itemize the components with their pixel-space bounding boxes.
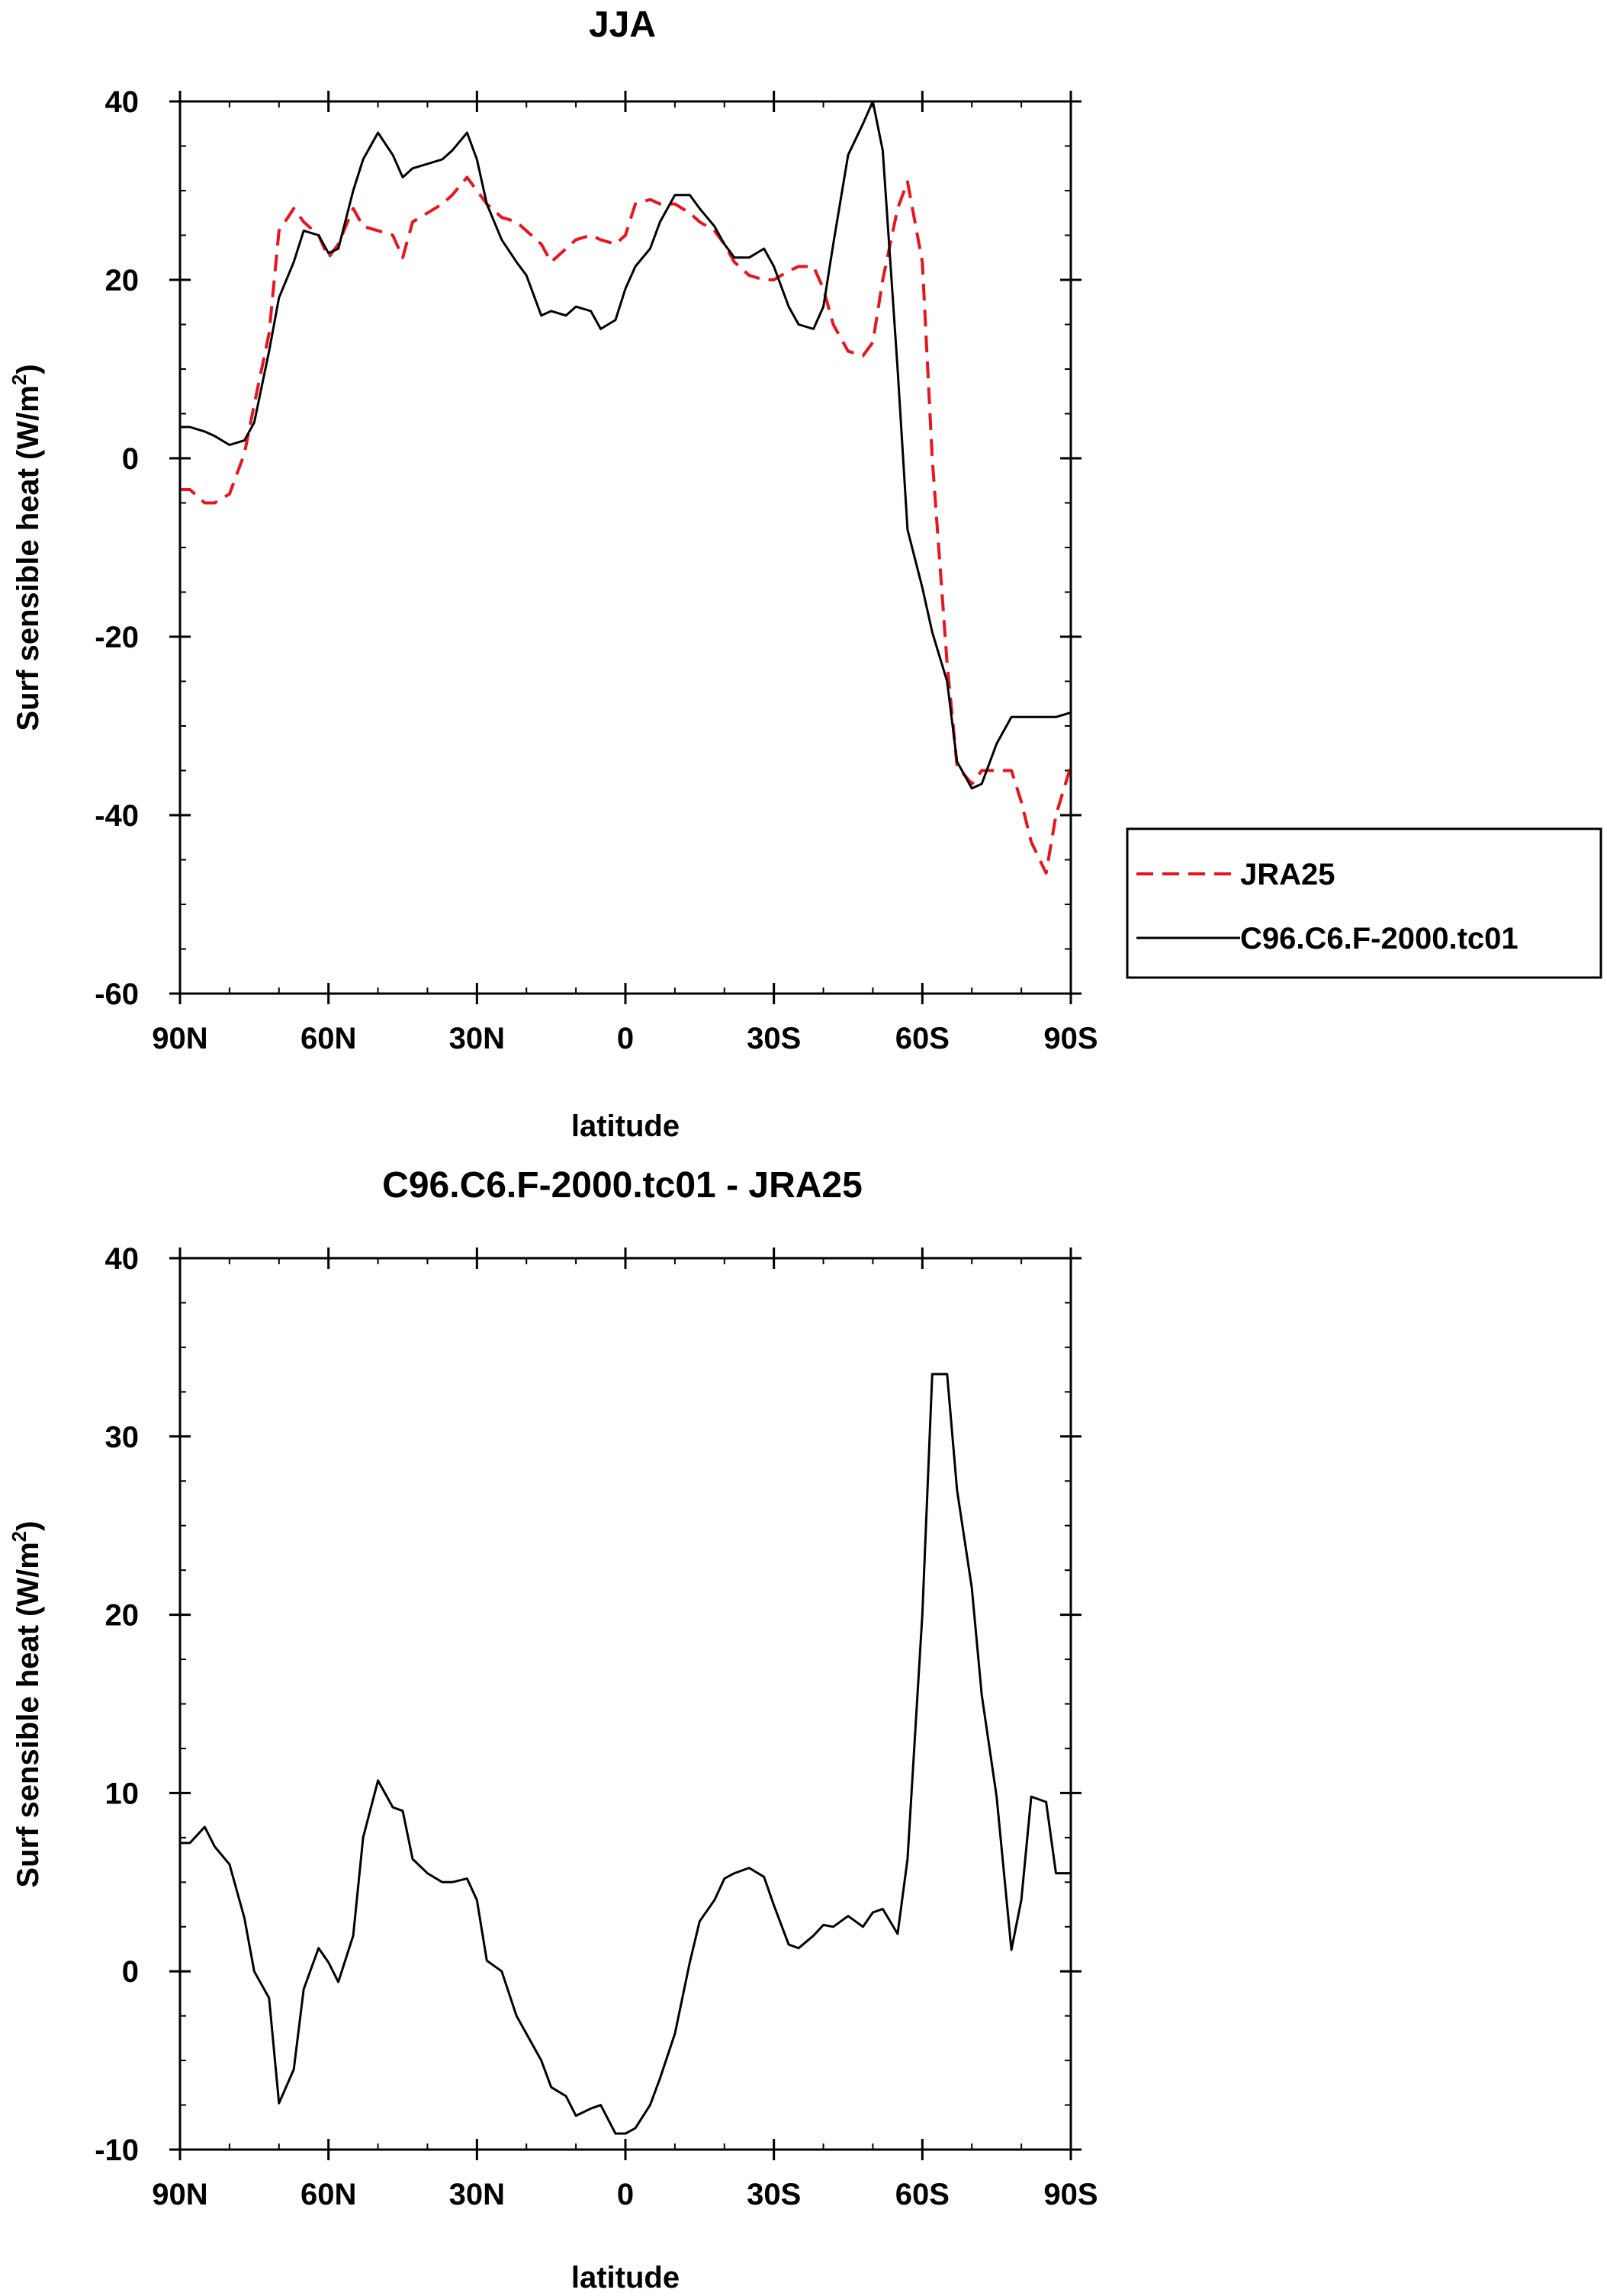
bottom-chart-y-axis-label: Surf sensible heat (W/m2): [8, 1520, 45, 1887]
bottom-y-tick-label: -10: [95, 2134, 139, 2167]
top-y-tick-label: -40: [95, 799, 139, 833]
bottom-x-tick-label: 0: [617, 2178, 634, 2211]
bottom-y-tick-label: 30: [105, 1421, 140, 1454]
legend-label-jra25: JRA25: [1240, 858, 1335, 891]
bottom-chart-frame: [178, 1257, 1072, 2151]
top-y-tick-label: 20: [105, 264, 140, 297]
top-chart-title: JJA: [589, 5, 656, 45]
top-x-tick-label: 30S: [747, 1022, 801, 1055]
bottom-chart-title: C96.C6.F-2000.tc01 - JRA25: [382, 1165, 863, 1206]
bottom-y-tick-label: 40: [105, 1242, 140, 1276]
bottom-x-tick-label: 90S: [1043, 2178, 1098, 2211]
top-x-tick-label: 90N: [152, 1022, 207, 1055]
top-x-tick-label: 90S: [1043, 1022, 1098, 1055]
top-chart-y-axis-label: Surf sensible heat (W/m2): [8, 364, 45, 731]
top-chart-ticks: [169, 91, 1082, 1004]
top-chart-series: [180, 100, 1072, 875]
bottom-chart: C96.C6.F-2000.tc01 - JRA25 403020100-10 …: [8, 1165, 1098, 2294]
top-y-tick-label: -20: [95, 621, 139, 654]
legend: JRA25 C96.C6.F-2000.tc01: [1126, 827, 1602, 979]
series-line-model: [180, 100, 1072, 790]
top-x-tick-label: 60S: [895, 1022, 950, 1055]
top-chart-frame: [178, 100, 1072, 995]
top-chart-x-tick-labels: 90N 60N 30N 0 30S 60S 90S: [152, 1022, 1098, 1055]
top-x-tick-label: 60N: [301, 1022, 356, 1055]
bottom-x-tick-label: 90N: [152, 2178, 207, 2211]
top-chart: JJA 40 20 0 -20 -40 -60 90N 60N 30N 0 30S 60S 90S l…: [8, 5, 1098, 1143]
bottom-chart-series: [180, 1373, 1071, 2135]
legend-box: [1126, 827, 1602, 979]
top-chart-y-tick-labels: 40 20 0 -20 -40 -60: [95, 85, 139, 1011]
bottom-y-tick-label: 0: [122, 1955, 139, 1989]
bottom-x-tick-label: 60N: [301, 2178, 356, 2211]
top-y-tick-label: -60: [95, 978, 139, 1011]
series-line-jra25: [180, 175, 1072, 875]
legend-label-model: C96.C6.F-2000.tc01: [1240, 922, 1519, 955]
bottom-y-tick-label: 10: [105, 1777, 140, 1810]
bottom-y-tick-label: 20: [105, 1599, 140, 1633]
bottom-chart-y-tick-labels: 40 30 20 10 0 -10: [95, 1242, 139, 2167]
top-y-tick-label: 40: [105, 85, 140, 119]
bottom-chart-x-tick-labels: 90N 60N 30N 0 30S 60S 90S: [152, 2178, 1098, 2211]
top-x-tick-label: 0: [617, 1022, 634, 1055]
bottom-x-tick-label: 30S: [747, 2178, 801, 2211]
top-chart-x-axis-label: latitude: [571, 1109, 680, 1143]
top-x-tick-label: 30N: [449, 1022, 505, 1055]
bottom-x-tick-label: 60S: [895, 2178, 950, 2211]
bottom-chart-ticks: [169, 1248, 1082, 2160]
top-y-tick-label: 0: [122, 442, 139, 476]
bottom-x-tick-label: 30N: [449, 2178, 505, 2211]
series-line-difference: [180, 1373, 1071, 2135]
bottom-chart-x-axis-label: latitude: [571, 2261, 680, 2294]
